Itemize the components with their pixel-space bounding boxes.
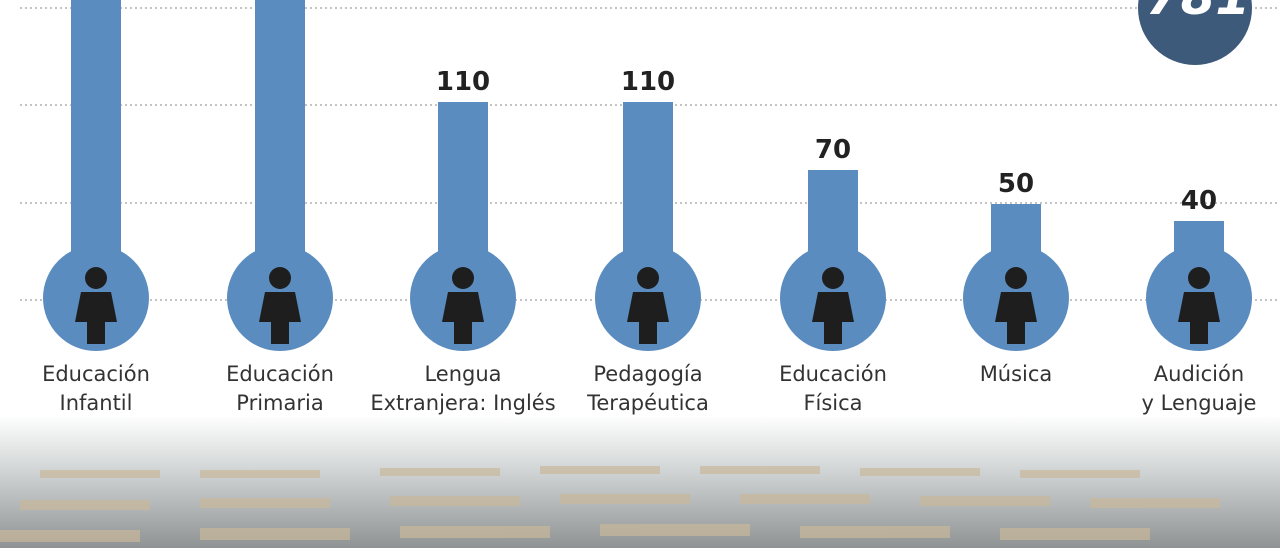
category-label: Audición y Lenguaje xyxy=(1142,362,1257,415)
icon-head xyxy=(452,267,474,289)
category-label: Educación Primaria xyxy=(226,362,334,415)
value-label: 70 xyxy=(815,135,851,165)
bar xyxy=(71,0,121,289)
bar xyxy=(255,0,305,290)
icon-head xyxy=(822,267,844,289)
category-label: Lengua Extranjera: Inglés xyxy=(370,362,555,415)
icon-body xyxy=(259,292,301,344)
category-line: Educación xyxy=(226,362,334,386)
icon-head xyxy=(637,267,659,289)
icon-head xyxy=(1188,267,1210,289)
category-line: Educación xyxy=(42,362,150,386)
icon-body xyxy=(75,292,117,344)
bars: Educación Infantil Educación Primaria 110 Len… xyxy=(42,0,1256,415)
icon-head xyxy=(85,267,107,289)
value-label: 40 xyxy=(1181,186,1217,216)
icon-glyph xyxy=(442,267,484,344)
icon-glyph xyxy=(812,267,854,344)
icon-body xyxy=(442,292,484,344)
category-label: Pedagogía Terapéutica xyxy=(586,362,709,415)
value-label: 110 xyxy=(436,67,490,97)
total-value: 781 xyxy=(1146,0,1250,26)
icon-body xyxy=(627,292,669,344)
value-label: 50 xyxy=(998,169,1034,199)
value-label: 110 xyxy=(621,67,675,97)
category-line: Primaria xyxy=(236,391,323,415)
icon-glyph xyxy=(75,267,117,344)
category-line: Audición xyxy=(1154,362,1244,386)
icon-head xyxy=(1005,267,1027,289)
icon-body xyxy=(1178,292,1220,344)
icon-glyph xyxy=(627,267,669,344)
category-line: Música xyxy=(980,362,1053,386)
category-line: Física xyxy=(803,391,862,415)
category-label: Música xyxy=(980,362,1053,386)
icon-head xyxy=(269,267,291,289)
icon-body xyxy=(995,292,1037,344)
icon-glyph xyxy=(1178,267,1220,344)
category-label: Educación Física xyxy=(779,362,887,415)
category-line: Extranjera: Inglés xyxy=(370,391,555,415)
category-line: Lengua xyxy=(424,362,501,386)
icon-glyph xyxy=(995,267,1037,344)
total-badge xyxy=(1138,0,1252,65)
category-line: Infantil xyxy=(60,391,133,415)
icon-body xyxy=(812,292,854,344)
icon-glyph xyxy=(259,267,301,344)
category-line: Pedagogía xyxy=(593,362,702,386)
category-label: Educación Infantil xyxy=(42,362,150,415)
desks xyxy=(0,466,1220,542)
category-line: Terapéutica xyxy=(586,391,709,415)
category-line: y Lenguaje xyxy=(1142,391,1257,415)
category-line: Educación xyxy=(779,362,887,386)
